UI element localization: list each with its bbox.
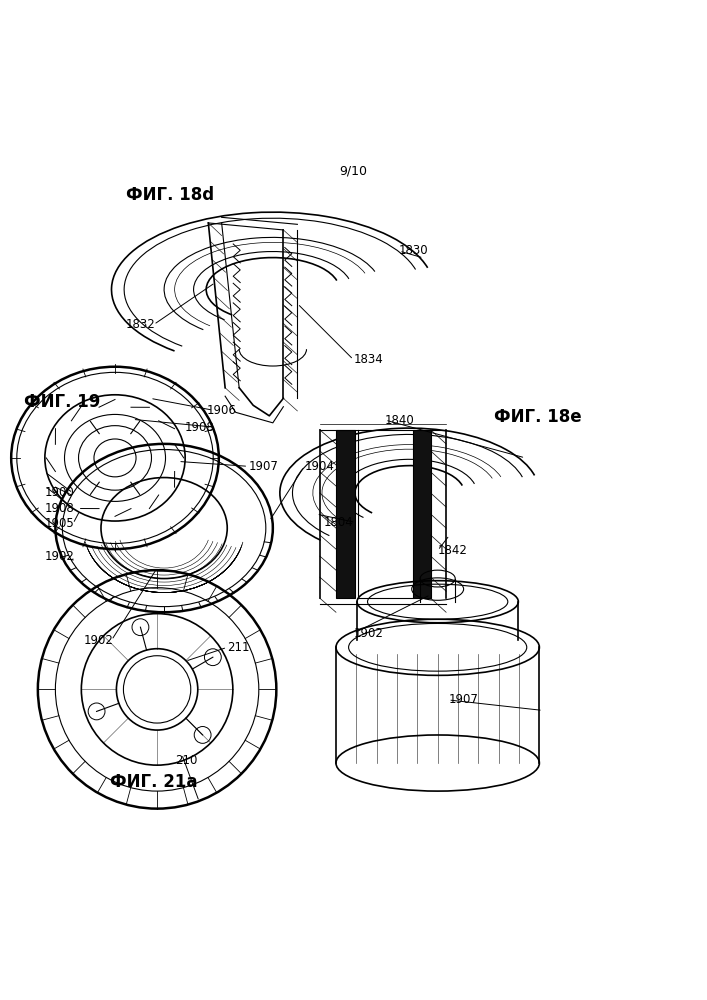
Text: 1904: 1904 <box>305 460 334 473</box>
Text: ФИГ. 18d: ФИГ. 18d <box>126 186 214 204</box>
Text: ФИГ. 21a: ФИГ. 21a <box>110 773 197 791</box>
Text: 1830: 1830 <box>399 244 428 257</box>
Text: 1804: 1804 <box>324 516 354 529</box>
Text: 1908: 1908 <box>45 502 75 515</box>
Bar <box>413 430 431 598</box>
Bar <box>336 430 355 598</box>
Text: 211: 211 <box>227 641 250 654</box>
Text: 1902: 1902 <box>45 550 75 563</box>
Text: 1905: 1905 <box>45 517 75 530</box>
Text: 1906: 1906 <box>206 404 236 417</box>
Text: 1832: 1832 <box>126 318 156 331</box>
Text: ФИГ. 18e: ФИГ. 18e <box>493 408 581 426</box>
Text: 9/10: 9/10 <box>339 165 368 178</box>
Text: 210: 210 <box>175 754 197 767</box>
Text: 1900: 1900 <box>45 486 75 499</box>
Text: 1907: 1907 <box>448 693 478 706</box>
Text: 1842: 1842 <box>438 544 467 557</box>
Text: 1902: 1902 <box>354 627 383 640</box>
Text: ФИГ. 19: ФИГ. 19 <box>24 393 100 411</box>
Text: 1840: 1840 <box>385 414 415 427</box>
Text: 1834: 1834 <box>354 353 383 366</box>
Text: 1908: 1908 <box>185 421 215 434</box>
Text: 1907: 1907 <box>248 460 278 473</box>
Text: 1902: 1902 <box>83 634 113 647</box>
